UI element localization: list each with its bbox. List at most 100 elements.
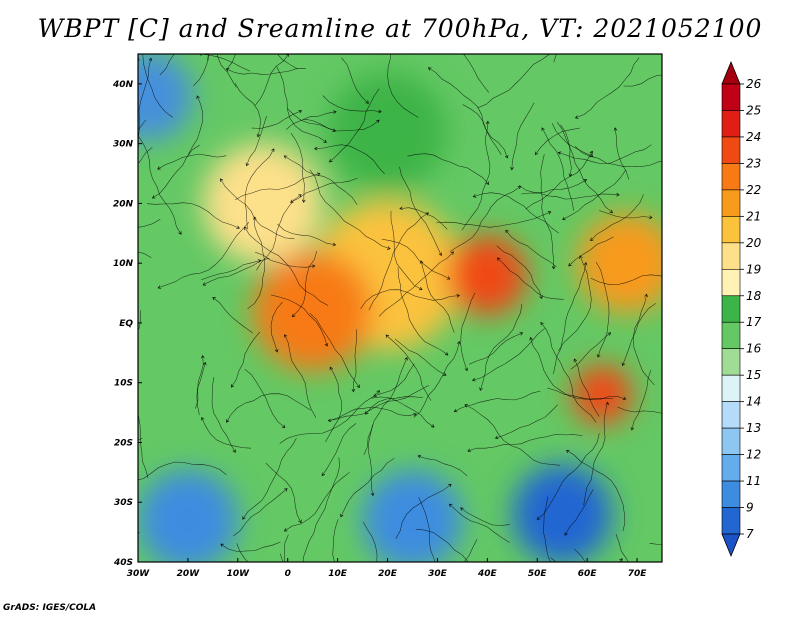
streamline	[633, 294, 655, 386]
streamline	[284, 334, 317, 418]
streamline-arrow	[314, 146, 318, 151]
streamline-arrow	[400, 26, 403, 29]
streamline-arrow	[444, 352, 449, 356]
colorbar-top-arrow	[721, 60, 741, 85]
streamline-arrow	[479, 387, 483, 391]
streamline	[196, 362, 206, 415]
streamline	[395, 483, 452, 539]
streamline-arrow	[340, 513, 344, 518]
streamline	[530, 337, 614, 400]
streamline	[574, 548, 586, 562]
field-region-indian-ocean-hot	[572, 364, 633, 425]
streamline	[615, 533, 629, 562]
streamline	[233, 488, 288, 537]
streamline-arrow	[152, 195, 156, 199]
streamline	[373, 363, 415, 397]
colorbar-label: 14	[746, 395, 761, 409]
colorbar-swatch	[721, 374, 741, 402]
streamline-arrow	[557, 151, 562, 155]
streamline	[566, 450, 626, 532]
colorbar-label: 26	[746, 77, 762, 91]
colorbar-swatch	[721, 348, 741, 376]
streamline	[231, 331, 261, 388]
streamline	[325, 366, 342, 443]
streamline-arrow	[211, 22, 214, 25]
streamline-arrow	[240, 13, 243, 16]
map-title: WBPT [C] and Sreamline at 700hPa, VT: 20…	[37, 14, 763, 43]
streamline-arrow	[356, 384, 360, 388]
streamline-arrow	[201, 355, 205, 359]
colorbar-label: 12	[746, 448, 761, 462]
streamline	[277, 54, 298, 70]
streamline	[138, 251, 152, 259]
colorbar: 26 25 24 23 22 21 20 19 18 17 16 15 14 13 12 11 9 7	[721, 60, 762, 558]
streamline-arrow	[754, 513, 757, 516]
streamline	[290, 177, 358, 203]
streamline-arrow	[485, 120, 490, 125]
streamline-arrow	[607, 332, 612, 336]
streamline	[537, 433, 600, 520]
streamline-arrow	[84, 236, 87, 239]
streamline-arrow	[554, 51, 557, 54]
streamline-arrow	[534, 151, 539, 156]
streamline-arrow	[630, 427, 635, 431]
streamline-arrow	[616, 192, 620, 197]
streamline	[535, 127, 580, 155]
streamline-arrow	[232, 449, 236, 453]
streamline-arrow	[453, 408, 458, 413]
streamline-arrow	[212, 297, 216, 301]
streamline-arrow	[373, 393, 377, 397]
streamline	[390, 210, 423, 290]
map-plot-area	[68, 13, 757, 605]
streamline-arrow	[298, 109, 303, 114]
colorbar-label: 9	[746, 501, 754, 515]
streamline-arrow	[448, 483, 452, 488]
streamline-arrow	[621, 362, 626, 367]
streamline	[138, 218, 161, 228]
colorbar-label: 11	[746, 474, 761, 488]
streamline	[460, 292, 476, 371]
streamline-arrow	[378, 109, 382, 114]
streamline-arrow	[220, 178, 224, 182]
colorbar-label: 24	[746, 130, 761, 144]
streamline	[193, 54, 209, 87]
streamline-arrow	[529, 336, 533, 341]
streamline-arrow	[472, 377, 476, 382]
streamline-arrow	[370, 492, 375, 497]
streamline	[562, 170, 626, 220]
streamline	[462, 54, 490, 93]
streamline-arrow	[68, 158, 71, 161]
streamline	[256, 194, 302, 271]
streamline	[617, 406, 662, 414]
streamline	[622, 303, 656, 366]
streamline-arrow	[332, 128, 336, 132]
streamline	[649, 543, 662, 546]
streamline-arrow	[256, 133, 261, 138]
streamline-arrow	[467, 448, 471, 452]
colorbar-swatch	[721, 110, 741, 138]
streamline	[292, 251, 318, 317]
streamline-arrow	[201, 416, 205, 421]
colorbar-label: 13	[746, 421, 761, 435]
streamline-arrow	[574, 115, 579, 119]
streamline-arrow	[365, 100, 369, 104]
streamline-arrow	[329, 366, 333, 371]
streamline	[399, 207, 448, 230]
streamline	[246, 115, 267, 166]
streamline	[276, 66, 327, 143]
streamline	[158, 222, 250, 289]
streamline	[397, 267, 449, 356]
streamline	[157, 153, 227, 170]
streamline	[418, 455, 468, 477]
streamline	[284, 155, 358, 206]
streamline-arrow	[287, 602, 290, 605]
streamline	[279, 553, 284, 562]
streamline-arrow	[438, 252, 442, 257]
streamline-arrow	[427, 67, 432, 71]
plot-frame	[137, 53, 663, 563]
streamline-arrow	[565, 450, 570, 454]
streamline	[207, 54, 209, 61]
y-tick-label: 20S	[114, 438, 133, 448]
streamline-arrow	[622, 396, 627, 401]
